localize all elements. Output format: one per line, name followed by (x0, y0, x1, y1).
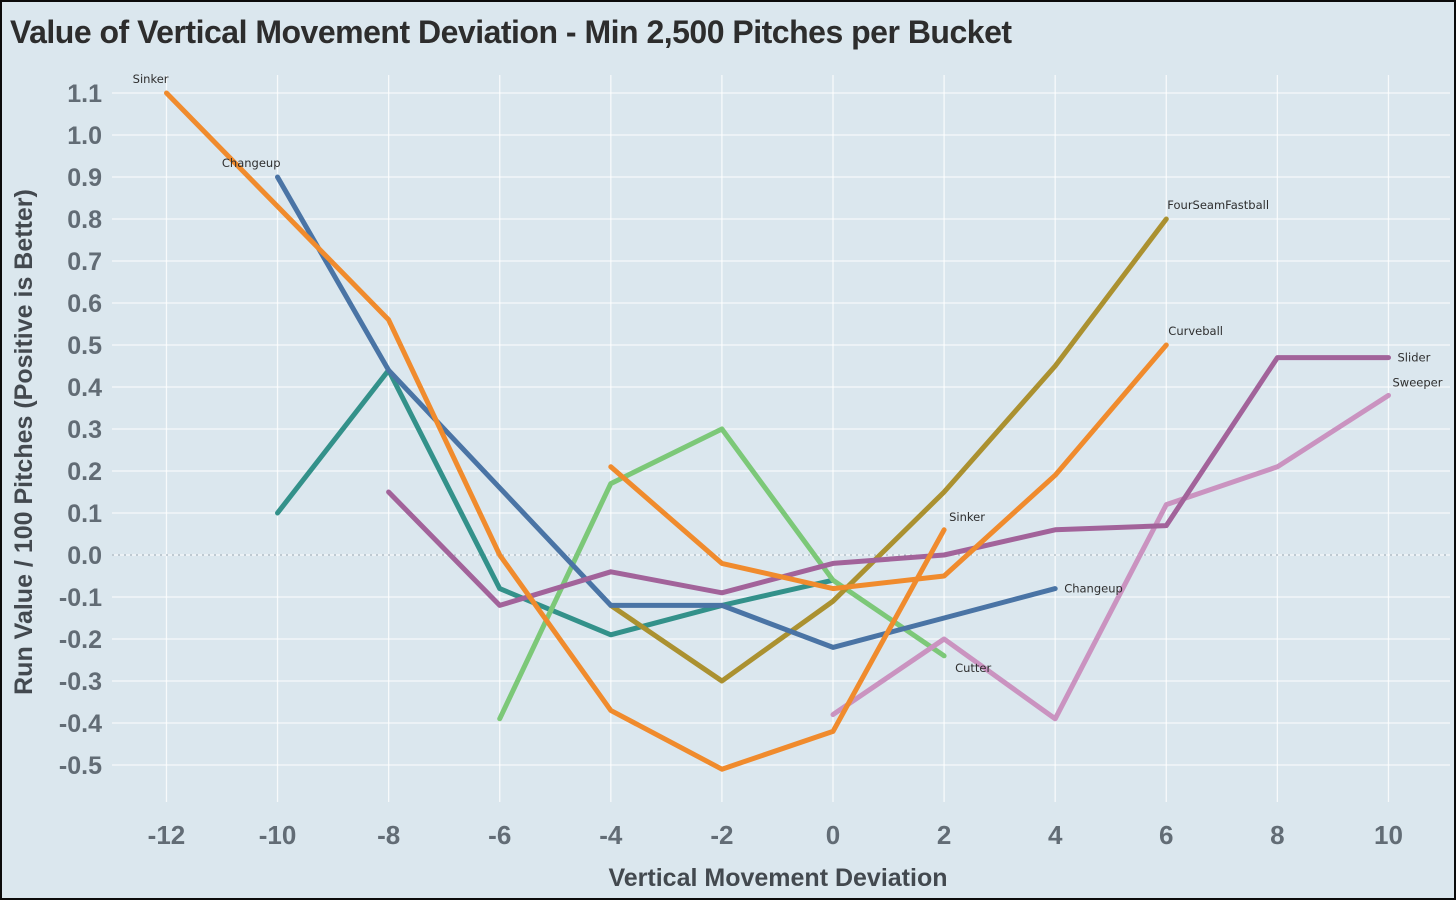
y-tick-label: 1.0 (67, 122, 102, 150)
x-tick-label: -6 (488, 820, 511, 850)
series-line-sinker[interactable] (164, 90, 947, 772)
x-tick-label: 4 (1048, 820, 1063, 850)
y-tick-label: 0.9 (67, 164, 102, 192)
series-line-changeup[interactable] (275, 174, 1058, 650)
x-tick-label: 0 (826, 820, 840, 850)
y-tick-label: 0.2 (67, 458, 102, 486)
series-label-sweeper-end: Sweeper (1393, 375, 1443, 389)
chart-title: Value of Vertical Movement Deviation - M… (10, 14, 1012, 50)
x-tick-label: 8 (1270, 820, 1284, 850)
series-line-curveball[interactable] (608, 342, 1169, 592)
x-tick-label: 6 (1159, 820, 1173, 850)
series-line-fourseamfastball[interactable] (608, 216, 1169, 684)
y-tick-label: 0.3 (67, 416, 102, 444)
x-tick-label: 2 (937, 820, 951, 850)
series-label-changeup-start: Changeup (222, 156, 281, 170)
x-tick-label: -10 (259, 820, 297, 850)
y-tick-label: 0.0 (67, 542, 102, 570)
y-tick-label: 0.8 (67, 206, 102, 234)
series-label-slider-end: Slider (1398, 351, 1431, 365)
series-label-changeup-end: Changeup (1064, 582, 1123, 596)
y-tick-label: 0.6 (67, 290, 102, 318)
gridlines (112, 75, 1450, 802)
series-line-sweeper[interactable] (830, 392, 1391, 722)
x-tick-label: -2 (710, 820, 733, 850)
y-tick-label: 0.7 (67, 248, 102, 276)
series-label-cutter-end: Cutter (955, 661, 991, 675)
y-tick-label: -0.4 (59, 710, 102, 738)
y-tick-label: 0.4 (67, 374, 102, 402)
y-tick-label: -0.2 (59, 626, 102, 654)
series-label-fourseamfastball-end: FourSeamFastball (1167, 198, 1269, 212)
series-label-sinker-start: Sinker (133, 72, 169, 86)
y-tick-label: 0.5 (67, 332, 102, 360)
y-axis-title: Run Value / 100 Pitches (Positive is Bet… (10, 189, 38, 695)
y-tick-label: 1.1 (67, 80, 102, 108)
x-axis-title: Vertical Movement Deviation (608, 864, 947, 892)
x-tick-label: -8 (377, 820, 400, 850)
y-tick-label: -0.5 (59, 752, 102, 780)
x-tick-label: -4 (599, 820, 623, 850)
series-label-curveball-end: Curveball (1168, 324, 1223, 338)
y-tick-label: 0.1 (67, 500, 102, 528)
x-tick-label: -12 (148, 820, 186, 850)
series-line-cutter[interactable] (497, 426, 947, 722)
x-tick-label: 10 (1374, 820, 1403, 850)
series-line-unlabeled-teal[interactable] (275, 367, 836, 638)
series-label-sinker-end: Sinker (949, 510, 985, 524)
series-labels: Cutter FourSeamFastball Changeup Changeup Sw… (133, 72, 1443, 675)
y-tick-labels: 1.1 1.0 0.9 0.8 0.7 0.6 0.5 0.4 0.3 0.2 0.1 0.0 -0.1… (59, 80, 102, 780)
x-tick-labels: -12 -10 -8 -6 -4 -2 0 2 4 6 8 10 (148, 820, 1403, 850)
y-tick-label: -0.1 (59, 584, 102, 612)
series-line-slider[interactable] (386, 355, 1391, 608)
y-tick-label: -0.3 (59, 668, 102, 696)
series-lines (164, 90, 1391, 772)
